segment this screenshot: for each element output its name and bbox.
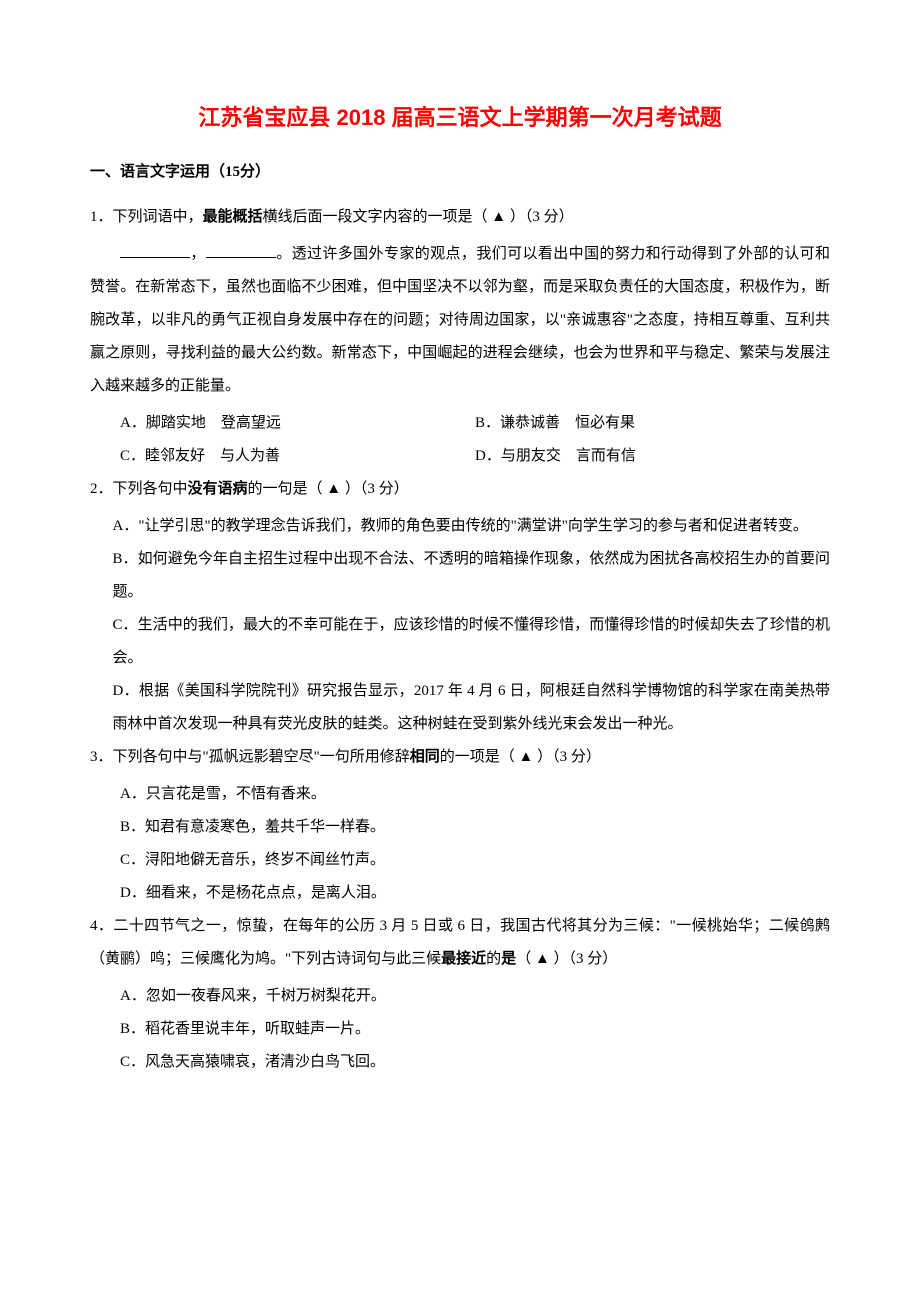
q3-optD: D．细看来，不是杨花点点，是离人泪。 bbox=[120, 877, 830, 910]
blank-2 bbox=[206, 243, 276, 258]
q1-optA2: 登高望远 bbox=[221, 407, 281, 440]
q3-optA: A．只言花是雪，不悟有香来。 bbox=[120, 778, 830, 811]
exam-title: 江苏省宝应县 2018 届高三语文上学期第一次月考试题 bbox=[90, 100, 830, 132]
q1-body: ，。透过许多国外专家的观点，我们可以看出中国的努力和行动得到了外部的认可和赞誉。… bbox=[90, 238, 830, 403]
q1-options-row-2: C．睦邻友好 与人为善 D．与朋友交 言而有信 bbox=[120, 440, 830, 473]
section-1-header: 一、语言文字运用（15分） bbox=[90, 160, 830, 181]
q4-optA: A．忽如一夜春风来，千树万树梨花开。 bbox=[120, 980, 830, 1013]
q3-optC: C．浔阳地僻无音乐，终岁不闻丝竹声。 bbox=[120, 844, 830, 877]
q1-optB1: B．谦恭诚善 bbox=[475, 407, 560, 440]
question-3: 3．下列各句中与"孤帆远影碧空尽"一句所用修辞相同的一项是（ ▲ ）（3 分） bbox=[90, 741, 830, 774]
q2-optB: B．如何避免今年自主招生过程中出现不合法、不透明的暗箱操作现象，依然成为困扰各高… bbox=[113, 543, 831, 609]
q2-bold: 没有语病 bbox=[188, 481, 248, 497]
question-1: 1．下列词语中，最能概括横线后面一段文字内容的一项是（ ▲ ）（3 分） bbox=[90, 201, 830, 234]
q1-optD1: D．与朋友交 bbox=[475, 440, 561, 473]
q1-optC1: C．睦邻友好 bbox=[120, 440, 205, 473]
q1-bold: 最能概括 bbox=[203, 209, 263, 225]
q1-body-text: 。透过许多国外专家的观点，我们可以看出中国的努力和行动得到了外部的认可和赞誉。在… bbox=[90, 246, 830, 394]
blank-1 bbox=[120, 243, 190, 258]
q4-bold2: 是 bbox=[501, 951, 516, 967]
q4-optB: B．稻花香里说丰年，听取蛙声一片。 bbox=[120, 1013, 830, 1046]
q3-bold: 相同 bbox=[410, 749, 440, 765]
q4-after1: 的 bbox=[486, 951, 501, 967]
q3-after: 的一项是（ ▲ ）（3 分） bbox=[440, 749, 601, 765]
q2-optA: A．"让学引思"的教学理念告诉我们，教师的角色要由传统的"满堂讲"向学生学习的参… bbox=[113, 510, 831, 543]
q2-label: 2．下列各句中 bbox=[90, 481, 188, 497]
q1-optC2: 与人为善 bbox=[220, 440, 280, 473]
q2-optD: D．根据《美国科学院院刊》研究报告显示，2017 年 4 月 6 日，阿根廷自然… bbox=[113, 675, 831, 741]
q1-optB2: 恒必有果 bbox=[575, 407, 635, 440]
q1-after: 横线后面一段文字内容的一项是（ ▲ ）（3 分） bbox=[263, 209, 574, 225]
q4-after2: （ ▲ ）（3 分） bbox=[516, 951, 617, 967]
q2-after: 的一句是（ ▲ ）（3 分） bbox=[248, 481, 409, 497]
q2-optC: C．生活中的我们，最大的不幸可能在于，应该珍惜的时候不懂得珍惜，而懂得珍惜的时候… bbox=[113, 609, 831, 675]
q1-optA1: A．脚踏实地 bbox=[120, 407, 206, 440]
q4-optC: C．风急天高猿啸哀，渚清沙白鸟飞回。 bbox=[120, 1046, 830, 1079]
q3-label: 3．下列各句中与"孤帆远影碧空尽"一句所用修辞 bbox=[90, 749, 410, 765]
q1-optD2: 言而有信 bbox=[576, 440, 636, 473]
question-4: 4．二十四节气之一，惊蛰，在每年的公历 3 月 5 日或 6 日，我国古代将其分… bbox=[90, 910, 830, 976]
q1-label: 1．下列词语中， bbox=[90, 209, 203, 225]
q4-bold: 最接近 bbox=[441, 951, 486, 967]
q3-optB: B．知君有意凌寒色，羞共千华一样春。 bbox=[120, 811, 830, 844]
q1-options-row-1: A．脚踏实地 登高望远 B．谦恭诚善 恒必有果 bbox=[120, 407, 830, 440]
question-2: 2．下列各句中没有语病的一句是（ ▲ ）（3 分） bbox=[90, 473, 830, 506]
